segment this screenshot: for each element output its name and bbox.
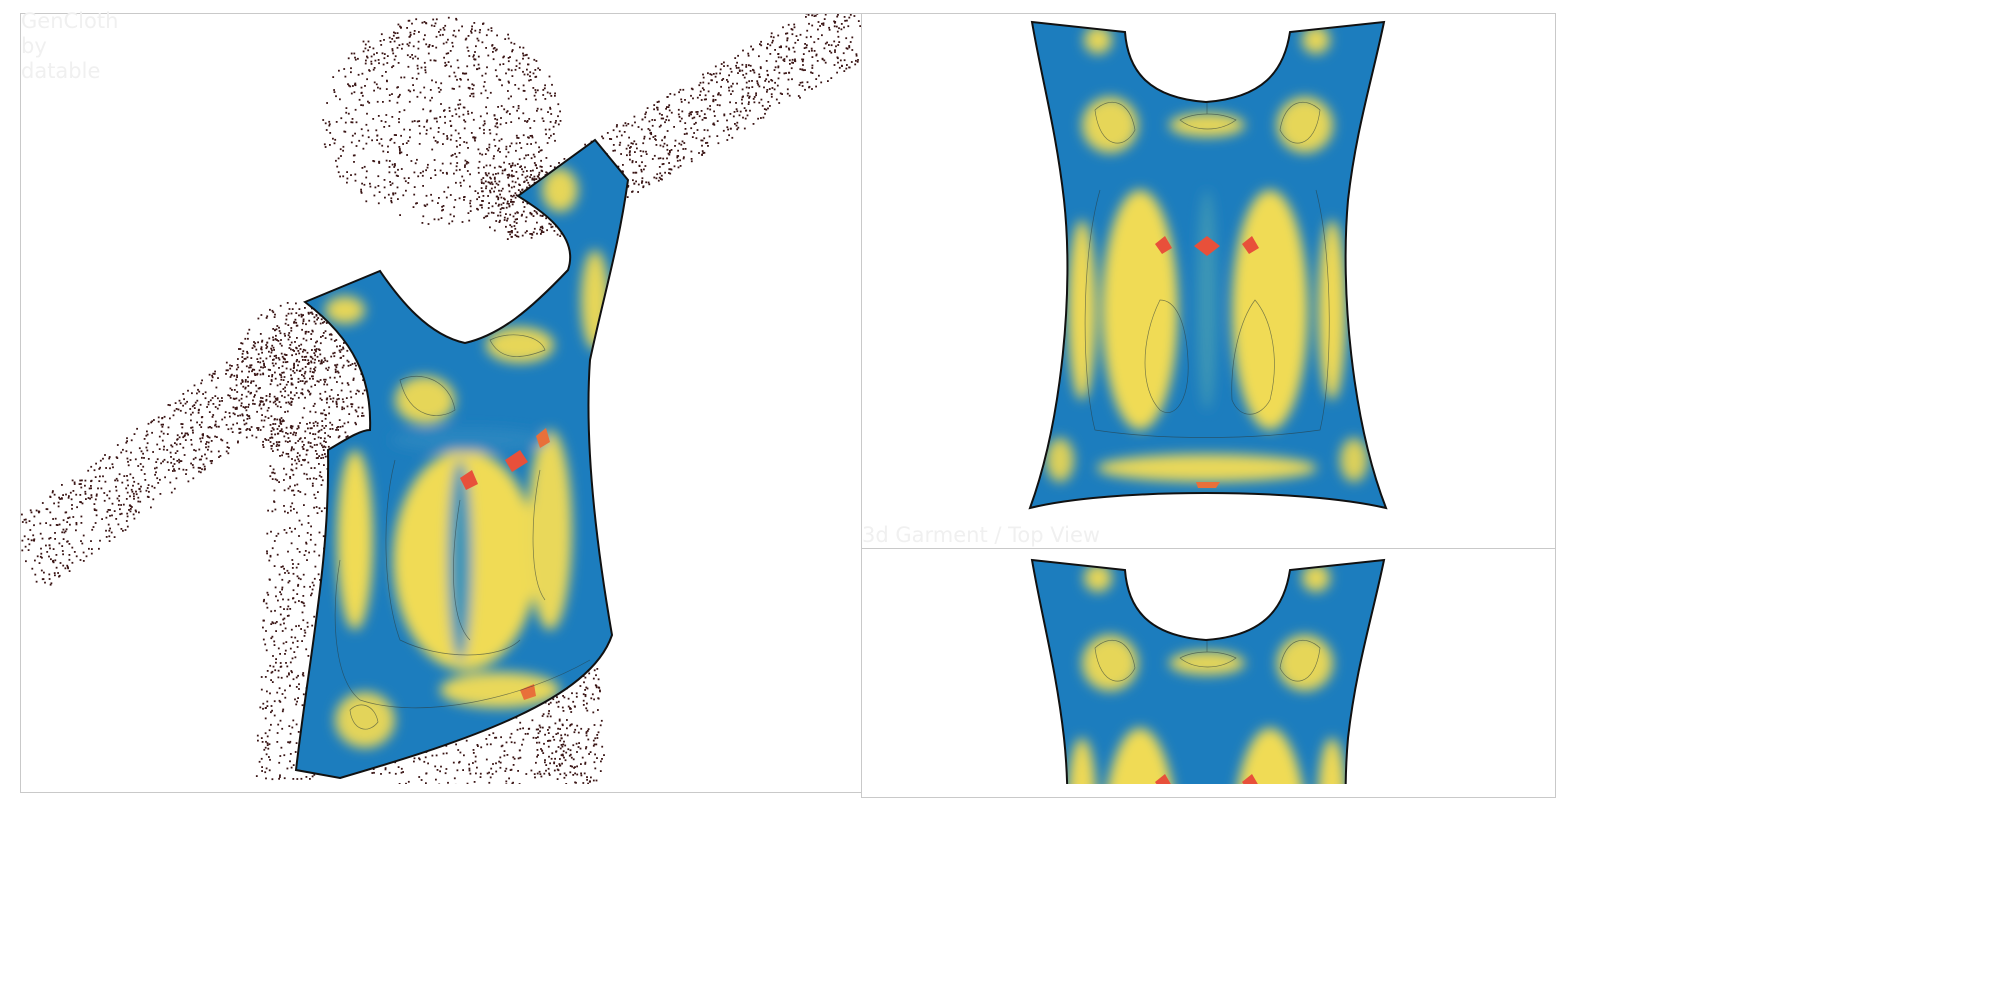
main-garment-heatmap [295, 139, 629, 779]
garment-scene [21, 14, 1387, 784]
top-view-garment-heatmap [1029, 21, 1387, 509]
bottom-view-garment-heatmap [1029, 559, 1387, 784]
